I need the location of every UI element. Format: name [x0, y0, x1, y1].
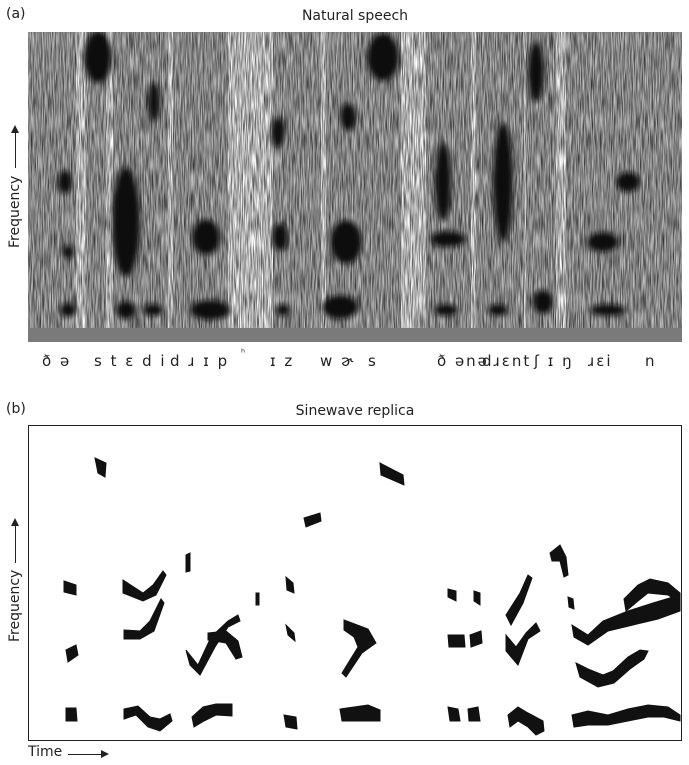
ipa-segment: dɹɛnt: [482, 352, 532, 370]
ipa-segment: w ɚ: [320, 352, 356, 370]
panel-b-y-axis-label: Frequency: [7, 569, 23, 642]
spectrogram-formants: [58, 32, 640, 320]
panel-a-y-arrow-icon: [11, 125, 19, 168]
ipa-segment: ð ə: [42, 352, 72, 370]
ipa-segment: ɪ z: [270, 352, 295, 370]
spectrogram: [28, 32, 682, 342]
panel-b-x-arrow-icon: [68, 750, 109, 758]
ipa-segment: ɹɛi: [588, 352, 613, 370]
panel-a-label: (a): [6, 6, 26, 22]
ipa-segment: ʃ ɪ ŋ: [534, 352, 574, 370]
panel-a-y-axis-label: Frequency: [7, 175, 23, 248]
sinewave-tracks: [63, 457, 681, 736]
ipa-segment: d ɹ ɪ p: [170, 352, 230, 370]
panel-b-label: (b): [6, 401, 26, 417]
panel-b-x-axis-label: Time: [28, 744, 63, 760]
ipa-segment: s t ɛ d i: [94, 352, 167, 370]
panel-b-y-arrow-icon: [11, 518, 19, 563]
panel-b-title: Sinewave replica: [295, 403, 415, 419]
ipa-segment: n: [645, 352, 657, 370]
ipa-segment: ʰ: [241, 348, 248, 359]
panel-a-title: Natural speech: [301, 8, 409, 24]
ipa-segment: ð ənə: [437, 352, 489, 370]
sinewave-plot: [28, 425, 682, 741]
ipa-segment: s: [368, 352, 378, 370]
